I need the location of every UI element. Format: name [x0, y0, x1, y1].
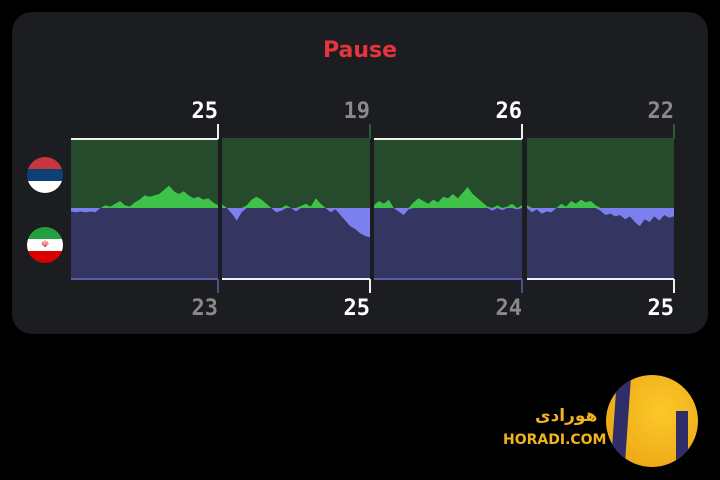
set-1-bottom-momentum [71, 208, 218, 213]
set-4-bottom-momentum [527, 208, 674, 227]
set-4-top-bg [527, 139, 674, 208]
set-3-bottom-score: 24 [496, 296, 523, 321]
set-3-top-score: 26 [496, 99, 523, 124]
set-1-bottom-score: 23 [192, 296, 219, 321]
watermark-latin: HORADI.COM [503, 432, 607, 448]
horadi-logo [606, 375, 698, 467]
set-1-bottom-bg [71, 208, 218, 279]
set-2-bottom-score: 25 [344, 296, 371, 321]
iran-flag-icon: ☫ [27, 227, 63, 263]
set-2-top-score: 19 [344, 99, 371, 124]
set-3-bottom-bg [374, 208, 522, 279]
set-1-top-score: 25 [192, 99, 219, 124]
set-3-top-momentum [374, 187, 522, 208]
watermark-arabic: هورادی [535, 406, 598, 426]
set-1-top-momentum [71, 185, 218, 208]
set-2-bottom-momentum [222, 208, 370, 238]
set-2-top-momentum [222, 196, 370, 208]
set-4-top-score: 22 [648, 99, 675, 124]
serbia-flag-icon [27, 157, 63, 193]
set-4-top-momentum [527, 199, 674, 208]
set-3-bottom-momentum [374, 208, 522, 215]
set-2-top-bg [222, 139, 370, 208]
set-4-bottom-score: 25 [648, 296, 675, 321]
chart-title: Pause [322, 38, 398, 63]
set-3-top-bg [374, 139, 522, 208]
